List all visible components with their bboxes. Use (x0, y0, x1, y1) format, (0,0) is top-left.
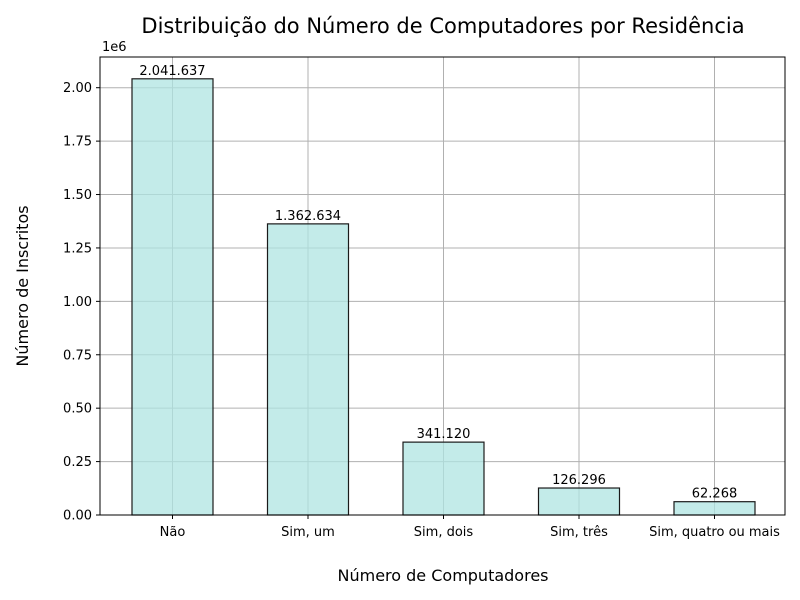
labels-layer: 0.00 0.25 0.50 0.75 1.00 1.25 1.50 1.75 2.00 2.04… (63, 64, 780, 540)
x-axis-label: Número de Computadores (338, 566, 549, 585)
x-tick-label: Sim, quatro ou mais (649, 525, 780, 540)
y-tick-label: 1.00 (63, 295, 92, 310)
bar (131, 78, 214, 516)
x-tick-label: Não (160, 525, 186, 540)
y-tick-label: 2.00 (63, 81, 92, 96)
y-tick-label: 0.50 (63, 402, 92, 417)
plot-frame (99, 56, 786, 516)
y-tick-label: 1.25 (63, 241, 92, 256)
bar-value-label: 1.362.634 (275, 209, 341, 224)
bar-value-label: 2.041.637 (139, 64, 205, 79)
ticks-layer (96, 87, 715, 519)
x-tick-label: Sim, dois (414, 525, 474, 540)
y-offset-label: 1e6 (102, 40, 127, 55)
x-tick-label: Sim, um (281, 525, 335, 540)
y-tick-label: 0.00 (63, 509, 92, 524)
bar-value-label: 62.268 (692, 487, 738, 502)
y-tick-label: 0.25 (63, 455, 92, 470)
y-tick-label: 0.75 (63, 348, 92, 363)
grid-layer (100, 57, 785, 516)
bar-value-label: 341.120 (417, 427, 471, 442)
bar (673, 501, 756, 516)
y-tick-label: 1.50 (63, 188, 92, 203)
bar (266, 223, 350, 516)
bar (537, 487, 621, 516)
bar-value-label: 126.296 (552, 473, 606, 488)
chart-title: Distribuição do Número de Computadores p… (141, 14, 744, 38)
y-axis-label: Número de Inscritos (13, 205, 32, 366)
y-tick-label: 1.75 (63, 135, 92, 150)
bars-layer (131, 78, 756, 516)
x-tick-label: Sim, três (550, 525, 608, 540)
bar (402, 441, 485, 516)
